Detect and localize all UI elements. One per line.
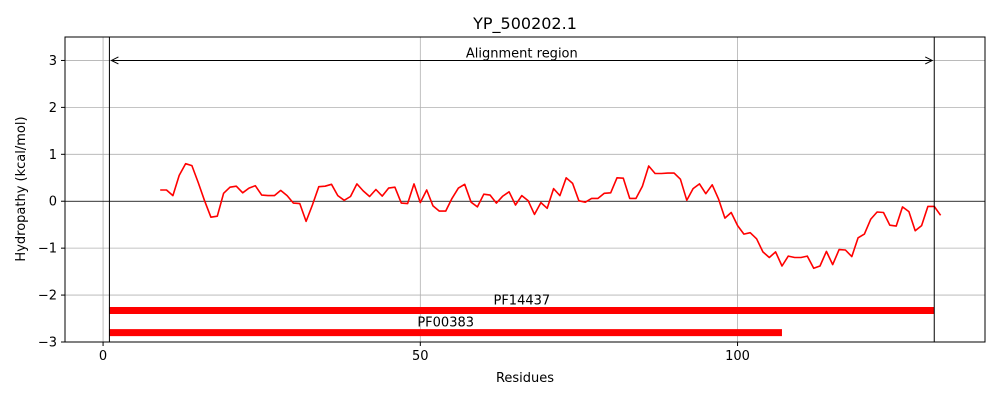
y-axis-label: Hydropathy (kcal/mol) <box>14 116 29 261</box>
plot-frame <box>64 36 986 343</box>
y-tick-label: −3 <box>38 336 57 351</box>
y-tick-label: 0 <box>49 195 57 210</box>
y-tick-label: 2 <box>49 101 57 116</box>
y-tick-label: −1 <box>38 242 57 257</box>
hydropathy-series-line <box>160 162 942 270</box>
axes: 0 50 100 −3 −2 −1 0 1 2 3 <box>38 36 986 364</box>
data-layer <box>109 162 942 337</box>
domain-label-pf00383: PF00383 <box>417 316 474 331</box>
region-label: Alignment region <box>466 46 578 61</box>
x-tick-label: 100 <box>725 349 750 364</box>
region-arrowhead-right <box>925 56 934 65</box>
y-tick-label: −2 <box>38 289 57 304</box>
x-tick-label: 50 <box>412 349 429 364</box>
x-axis-label: Residues <box>496 371 554 386</box>
chart-title: YP_500202.1 <box>472 14 577 34</box>
domain-label-pf14437: PF14437 <box>493 294 550 309</box>
y-tick-label: 3 <box>49 54 57 69</box>
x-tick-label: 0 <box>99 349 107 364</box>
annotations: PF14437 PF00383 Alignment region <box>108 37 935 342</box>
region-arrowhead-left <box>110 56 119 65</box>
y-tick-label: 1 <box>49 148 57 163</box>
